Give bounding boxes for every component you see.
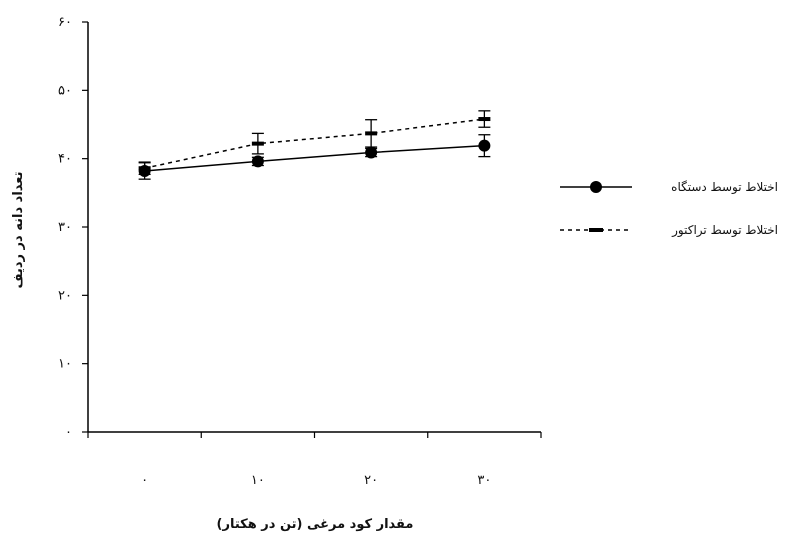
legend-label-1: اختلاط توسط دستگاه [671, 180, 778, 195]
legend: اختلاط توسط دستگاه اختلاط توسط تراکتور [560, 180, 778, 238]
y-tick-label: ۰ [65, 425, 72, 440]
y-tick-label: ۳۰ [58, 220, 72, 235]
legend-marker-1 [590, 181, 602, 193]
y-tick-label: ۴۰ [58, 152, 72, 167]
data-point [478, 117, 491, 122]
data-point [365, 131, 378, 136]
axes [87, 22, 541, 433]
y-tick-label: ۱۰ [58, 357, 72, 372]
series-layer [138, 110, 491, 180]
x-tick-label: ۲۰ [364, 473, 378, 488]
data-point [138, 166, 151, 171]
legend-label-2: اختلاط توسط تراکتور [671, 223, 778, 238]
y-tick-label: ۵۰ [58, 83, 72, 98]
x-axis-title: مقدار کود مرغی (تن در هکتار) [217, 517, 414, 532]
y-axis-title: تعداد دانه در ردیف [11, 172, 26, 289]
data-point [478, 139, 491, 152]
series-line-1 [144, 144, 485, 172]
y-tick-label: ۶۰ [58, 15, 72, 30]
y-tick-label: ۲۰ [58, 288, 72, 303]
series-line-2 [144, 118, 485, 169]
legend-marker-2 [589, 228, 603, 232]
data-point [251, 141, 264, 146]
ticks: ۰ ۱۰ ۲۰ ۳۰ ۴۰ ۵۰ ۶۰ ۰ ۱۰ ۲۰ ۳۰ [58, 15, 542, 488]
data-point [365, 146, 378, 159]
x-tick-label: ۳۰ [477, 473, 491, 488]
data-point [251, 155, 264, 168]
x-tick-label: ۰ [141, 473, 148, 488]
x-tick-label: ۱۰ [251, 473, 265, 488]
